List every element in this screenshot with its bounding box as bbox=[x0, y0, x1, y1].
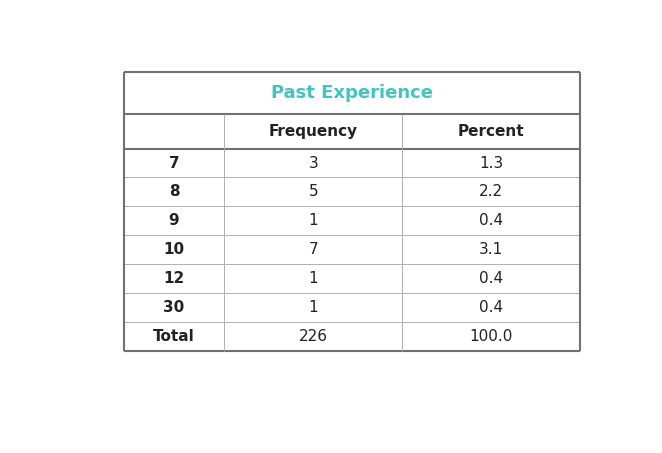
Text: 5: 5 bbox=[308, 184, 318, 199]
Text: 1.3: 1.3 bbox=[479, 155, 504, 170]
Text: 9: 9 bbox=[169, 213, 179, 228]
Text: 7: 7 bbox=[308, 242, 318, 257]
Text: 30: 30 bbox=[164, 300, 185, 315]
Text: Frequency: Frequency bbox=[269, 124, 358, 139]
Text: 7: 7 bbox=[169, 155, 179, 170]
Text: Total: Total bbox=[153, 329, 195, 344]
Text: 10: 10 bbox=[164, 242, 185, 257]
Text: 0.4: 0.4 bbox=[479, 300, 503, 315]
Text: 3: 3 bbox=[308, 155, 318, 170]
Text: 12: 12 bbox=[164, 271, 185, 286]
Text: 100.0: 100.0 bbox=[469, 329, 513, 344]
Text: 8: 8 bbox=[169, 184, 179, 199]
Text: 0.4: 0.4 bbox=[479, 271, 503, 286]
Text: 3.1: 3.1 bbox=[479, 242, 504, 257]
Text: 1: 1 bbox=[308, 271, 318, 286]
Text: Percent: Percent bbox=[458, 124, 525, 139]
Text: 2.2: 2.2 bbox=[479, 184, 503, 199]
Text: Past Experience: Past Experience bbox=[271, 84, 433, 102]
Text: 1: 1 bbox=[308, 300, 318, 315]
Text: 1: 1 bbox=[308, 213, 318, 228]
Text: 226: 226 bbox=[299, 329, 328, 344]
Text: 0.4: 0.4 bbox=[479, 213, 503, 228]
